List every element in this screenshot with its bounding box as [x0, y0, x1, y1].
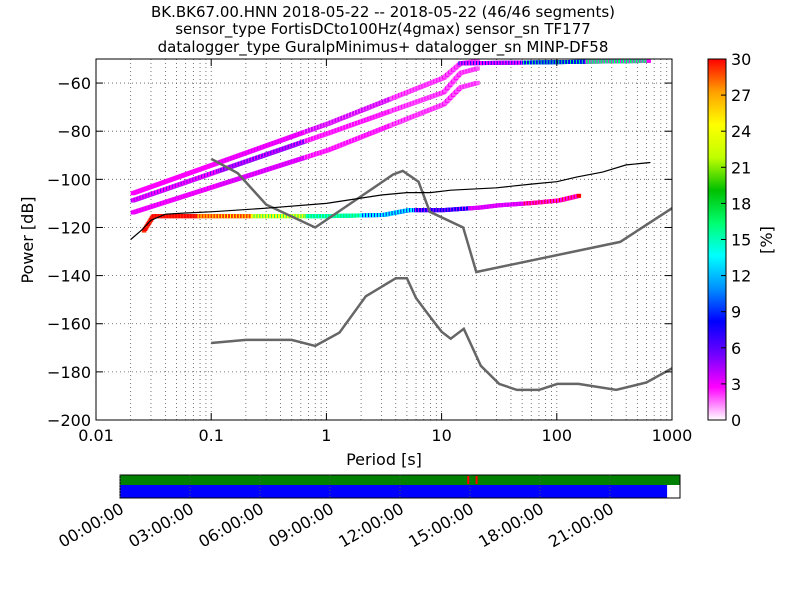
density-cell: [576, 193, 582, 198]
density-cell: [475, 80, 480, 85]
y-tick-label: −120: [47, 218, 91, 237]
colorbar-tick-label: 12: [731, 267, 751, 286]
y-ticks: −200 −180 −160 −140 −120 −100 −80 −60: [47, 74, 672, 430]
y-tick-label: −200: [47, 411, 91, 430]
colorbar-tick-label: 18: [731, 194, 751, 213]
noise-model-high-line: [210, 157, 672, 274]
x-tick-label: 1000: [652, 426, 693, 445]
timeline-tick-label: 09:00:00: [265, 499, 337, 551]
timeline-gap-marks: [467, 476, 478, 484]
series-lines: [130, 157, 672, 392]
y-tick-label: −140: [47, 267, 91, 286]
colorbar: 0 3 6 9 12 15 18 21 24 27 30 [%]: [707, 50, 776, 430]
x-tick-label: 1: [321, 426, 331, 445]
plot-area: 0.01 0.1 1 10 100 1000 −200 −180 −160 −140 −120 −1…: [18, 58, 692, 469]
colorbar-tick-label: 24: [731, 122, 751, 141]
x-ticks: 0.01 0.1 1 10 100 1000: [78, 59, 692, 445]
timeline-tick-label: 00:00:00: [55, 499, 127, 551]
y-tick-label: −80: [57, 122, 91, 141]
plot-background: [96, 59, 672, 420]
timeline-tick-label: 06:00:00: [195, 499, 267, 551]
colorbar-tick-label: 27: [731, 86, 751, 105]
noise-model-low-line: [211, 276, 672, 392]
timeline-segments-bar: [120, 475, 680, 485]
y-axis-label: Power [dB]: [18, 196, 37, 283]
y-tick-label: −160: [47, 315, 91, 334]
probability-density: [130, 59, 651, 233]
x-tick-label: 100: [542, 426, 573, 445]
timeline-panel: 00:00:0003:00:0006:00:0009:00:0012:00:00…: [55, 474, 681, 551]
title-line-1: BK.BK67.00.HNN 2018-05-22 -- 2018-05-22 …: [151, 3, 615, 21]
grid-lines: [96, 59, 672, 420]
timeline-tick-label: 15:00:00: [405, 499, 477, 551]
colorbar-tick-label: 9: [731, 303, 741, 322]
y-tick-label: −60: [57, 74, 91, 93]
colorbar-tick-label: 6: [731, 339, 741, 358]
timeline-gap-mark: [475, 476, 478, 484]
timeline-tick-label: 12:00:00: [335, 499, 407, 551]
x-tick-label: 0.01: [78, 426, 114, 445]
colorbar-tick-label: 30: [731, 50, 751, 69]
x-axis-label: Period [s]: [346, 450, 422, 469]
density-cell: [475, 59, 480, 64]
plot-frame: [95, 58, 673, 421]
y-tick-label: −180: [47, 363, 91, 382]
timeline-gap-mark: [467, 476, 470, 484]
colorbar-ticks: 0 3 6 9 12 15 18 21 24 27 30: [721, 50, 751, 430]
title-line-2: sensor_type FortisDCto100Hz(4gmax) senso…: [175, 20, 591, 39]
timeline-tick-label: 18:00:00: [475, 499, 547, 551]
x-tick-label: 0.1: [198, 426, 223, 445]
timeline-tick-label: 21:00:00: [545, 499, 617, 551]
mean-line: [130, 161, 651, 240]
density-cell: [646, 59, 651, 63]
colorbar-tick-label: 3: [731, 375, 741, 394]
x-tick-label: 10: [431, 426, 451, 445]
y-tick-label: −100: [47, 170, 91, 189]
timeline-psd-bar: [120, 485, 668, 498]
timeline-tick-label: 03:00:00: [125, 499, 197, 551]
colorbar-tick-label: 21: [731, 158, 751, 177]
colorbar-label: [%]: [757, 226, 776, 254]
title-line-3: datalogger_type GuralpMinimus+ datalogge…: [158, 38, 609, 57]
chart-title: BK.BK67.00.HNN 2018-05-22 -- 2018-05-22 …: [151, 3, 615, 57]
colorbar-tick-label: 15: [731, 231, 751, 250]
density-cell: [475, 66, 480, 71]
colorbar-tick-label: 0: [731, 411, 741, 430]
